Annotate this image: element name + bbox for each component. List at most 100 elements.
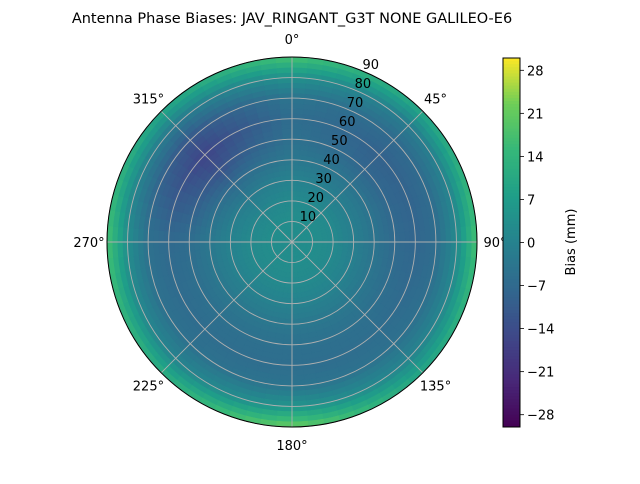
heatmap-cell (343, 242, 348, 247)
heatmap-cell (288, 191, 292, 196)
heatmap-cell (112, 226, 118, 242)
colorbar-segment (503, 199, 520, 203)
heatmap-cell (189, 242, 195, 251)
heatmap-cell (379, 234, 384, 242)
heatmap-cell (286, 303, 292, 308)
colorbar-segment (503, 190, 520, 194)
heatmap-cell (292, 360, 303, 366)
colorbar-segment (503, 193, 520, 197)
heatmap-cell (210, 242, 215, 249)
colorbar-segment (503, 138, 520, 142)
colorbar-segment (503, 255, 520, 259)
colorbar-segment (503, 104, 520, 108)
heatmap-cell (292, 288, 296, 293)
colorbar-segment (503, 98, 520, 102)
heatmap-cell (292, 319, 299, 324)
heatmap-cell (292, 165, 299, 170)
heatmap-cell (292, 129, 302, 135)
colorbar-segment (503, 215, 520, 219)
colorbar-segment (503, 89, 520, 93)
colorbar-segment (503, 261, 520, 265)
heatmap-cell (279, 98, 292, 104)
heatmap-cell (281, 360, 292, 366)
colorbar-segment (503, 132, 520, 136)
colorbar-segment (503, 310, 520, 314)
heatmap-cell (328, 238, 333, 242)
theta-tick-label: 315° (133, 92, 164, 107)
heatmap-cell (256, 242, 261, 245)
heatmap-cell (292, 119, 303, 125)
heatmap-cell (292, 150, 300, 155)
heatmap-cell (374, 242, 379, 250)
colorbar-segment (503, 412, 520, 416)
heatmap-cell (466, 242, 472, 258)
colorbar-segment (503, 282, 520, 286)
heatmap-cell (280, 375, 292, 381)
colorbar-segment (503, 289, 520, 293)
colorbar-tick-label: −14 (527, 323, 554, 338)
heatmap-cell (225, 236, 230, 242)
theta-tick-label: 135° (420, 380, 451, 395)
heatmap-cell (446, 242, 452, 256)
colorbar-segment (503, 393, 520, 397)
colorbar-segment (503, 70, 520, 74)
heatmap-cell (283, 334, 292, 339)
colorbar-segment (503, 181, 520, 185)
colorbar-segment (503, 86, 520, 90)
heatmap-cell (292, 124, 302, 130)
heatmap-cell (338, 238, 343, 242)
heatmap-cell (153, 230, 159, 242)
polar-grid (107, 57, 477, 427)
heatmap-cell (292, 375, 304, 381)
heatmap-cell (364, 235, 369, 242)
r-tick-label: 40 (323, 153, 340, 168)
heatmap-cell (286, 175, 292, 180)
heatmap-cell (148, 242, 154, 255)
heatmap-cell (440, 229, 446, 242)
colorbar-segment (503, 92, 520, 96)
heatmap-cell (283, 191, 288, 197)
heatmap-cell (179, 242, 185, 252)
heatmap-cell (400, 242, 406, 252)
colorbar-segment (503, 101, 520, 105)
theta-tick-label: 0° (285, 33, 300, 48)
colorbar-segment (503, 378, 520, 382)
colorbar-segment (503, 178, 520, 182)
heatmap-cell (410, 231, 416, 242)
colorbar-segment (503, 135, 520, 139)
colorbar-segment (503, 64, 520, 68)
heatmap-cell (292, 170, 298, 175)
heatmap-cell (359, 236, 364, 242)
heatmap-cell (292, 180, 297, 185)
heatmap-cell (285, 314, 292, 319)
colorbar-segment (503, 329, 520, 333)
colorbar-segment (503, 153, 520, 157)
colorbar-segment (503, 298, 520, 302)
heatmap-cell (292, 108, 304, 114)
colorbar-segment (503, 356, 520, 360)
colorbar-segment (503, 169, 520, 173)
colorbar-segment (503, 335, 520, 339)
heatmap-cell (446, 228, 452, 242)
heatmap-cell (292, 273, 295, 278)
heatmap-cell (282, 186, 287, 192)
heatmap-cell (405, 232, 411, 242)
heatmap-cell (205, 242, 210, 250)
heatmap-cell (133, 242, 139, 256)
heatmap-cell (430, 242, 436, 255)
heatmap-cell (389, 233, 395, 242)
colorbar-segment (503, 375, 520, 379)
colorbar-segment (503, 409, 520, 413)
theta-tick-label: 270° (73, 236, 104, 251)
colorbar-label: Bias (mm) (564, 209, 579, 276)
colorbar-segment (503, 384, 520, 388)
heatmap-cell (282, 355, 292, 361)
theta-tick-label: 225° (133, 380, 164, 395)
heatmap-cell (292, 396, 306, 402)
heatmap-cell (425, 242, 431, 254)
heatmap-cell (425, 230, 431, 242)
heatmap-cell (389, 242, 395, 251)
colorbar-segment (503, 381, 520, 385)
heatmap-cell (323, 239, 328, 242)
colorbar-segment (503, 206, 520, 210)
